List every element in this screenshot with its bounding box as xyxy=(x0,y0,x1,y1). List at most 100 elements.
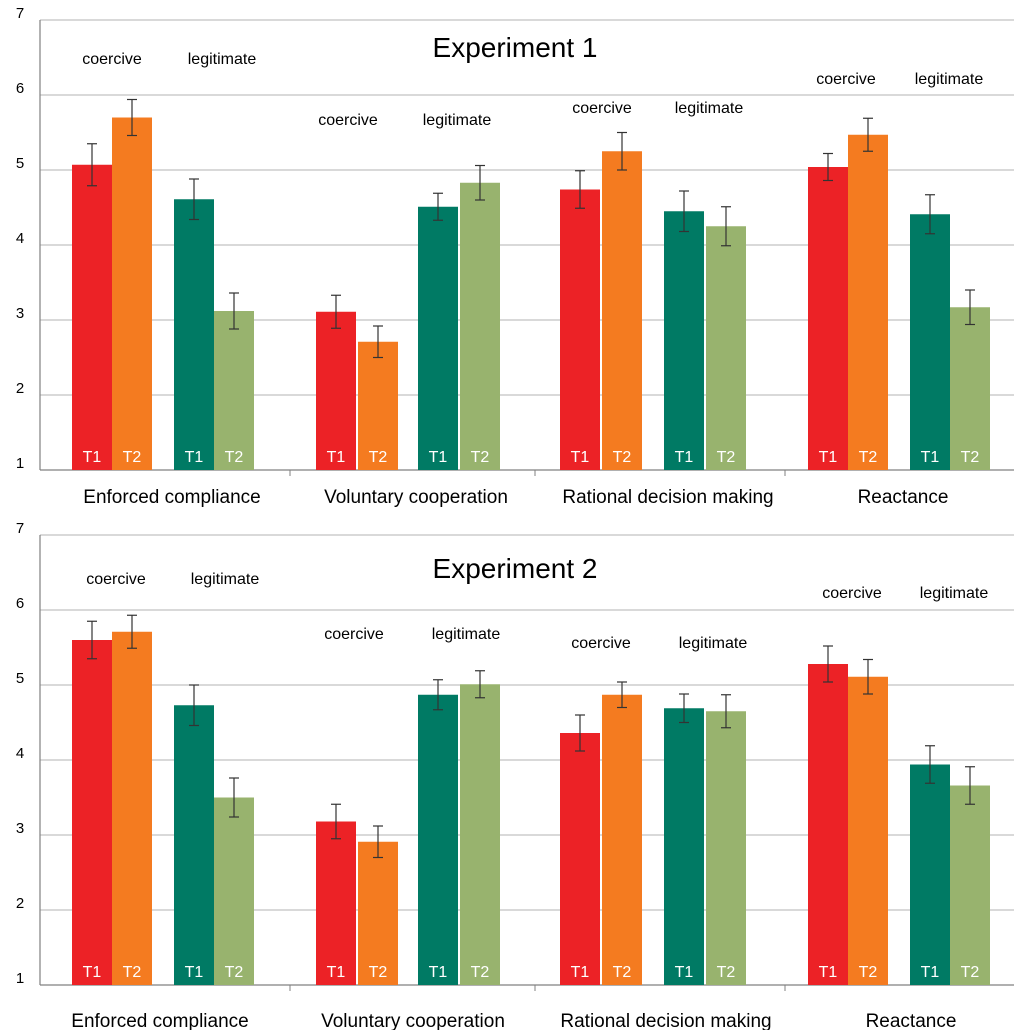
bar-legitimate-t1 xyxy=(910,214,950,470)
bar-time-label: T1 xyxy=(429,449,448,466)
bar-legitimate-t1 xyxy=(174,199,214,470)
y-tick-label: 3 xyxy=(16,820,24,837)
bar-time-label: T1 xyxy=(83,449,102,466)
bar-time-label: T2 xyxy=(369,964,388,981)
bar-coercive-t2 xyxy=(358,841,398,985)
bar-coercive-t2 xyxy=(848,134,888,470)
bar-legitimate-t2 xyxy=(460,182,500,470)
bar-time-label: T1 xyxy=(571,449,590,466)
y-tick-label: 7 xyxy=(16,520,24,537)
y-tick-label: 1 xyxy=(16,970,24,987)
bar-time-label: T1 xyxy=(83,964,102,981)
bar-legitimate-t2 xyxy=(706,711,746,985)
group-label-coercive: coercive xyxy=(822,585,882,602)
bar-time-label: T2 xyxy=(859,449,878,466)
y-tick-label: 4 xyxy=(16,230,24,247)
group-label-legitimate: legitimate xyxy=(915,71,984,88)
group-label-legitimate: legitimate xyxy=(675,100,744,117)
bar-time-label: T2 xyxy=(471,964,490,981)
bar-coercive-t2 xyxy=(602,151,642,470)
category-label: Enforced compliance xyxy=(83,487,260,508)
bar-time-label: T2 xyxy=(123,449,142,466)
bar-time-label: T1 xyxy=(185,964,204,981)
y-tick-label: 5 xyxy=(16,155,24,172)
bar-time-label: T2 xyxy=(961,449,980,466)
y-tick-label: 3 xyxy=(16,305,24,322)
bar-legitimate-t1 xyxy=(910,764,950,985)
bar-coercive-t1 xyxy=(560,189,600,470)
bar-legitimate-t1 xyxy=(664,211,704,470)
bar-time-label: T2 xyxy=(225,964,244,981)
group-label-coercive: coercive xyxy=(86,571,146,588)
group-label-legitimate: legitimate xyxy=(188,51,257,68)
bar-legitimate-t2 xyxy=(950,785,990,985)
y-tick-label: 2 xyxy=(16,895,24,912)
bar-legitimate-t1 xyxy=(418,206,458,470)
bar-coercive-t2 xyxy=(358,341,398,470)
bar-time-label: T1 xyxy=(571,964,590,981)
bar-coercive-t2 xyxy=(602,694,642,985)
group-label-legitimate: legitimate xyxy=(423,112,492,129)
bar-legitimate-t1 xyxy=(174,705,214,985)
bar-time-label: T1 xyxy=(819,449,838,466)
y-tick-label: 7 xyxy=(16,5,24,22)
bar-time-label: T2 xyxy=(123,964,142,981)
bar-time-label: T2 xyxy=(613,449,632,466)
bar-legitimate-t2 xyxy=(214,797,254,985)
bar-time-label: T2 xyxy=(859,964,878,981)
bar-legitimate-t1 xyxy=(418,694,458,985)
bar-time-label: T1 xyxy=(327,964,346,981)
bar-time-label: T1 xyxy=(429,964,448,981)
y-tick-label: 1 xyxy=(16,455,24,472)
category-label: Rational decision making xyxy=(562,487,773,508)
bar-time-label: T1 xyxy=(921,964,940,981)
bar-coercive-t2 xyxy=(112,631,152,985)
category-label: Voluntary cooperation xyxy=(324,487,508,508)
category-label: Reactance xyxy=(858,487,949,508)
bar-time-label: T2 xyxy=(717,964,736,981)
bar-coercive-t1 xyxy=(316,311,356,470)
y-tick-label: 2 xyxy=(16,380,24,397)
bar-coercive-t1 xyxy=(72,640,112,985)
y-tick-label: 6 xyxy=(16,80,24,97)
bar-legitimate-t2 xyxy=(706,226,746,470)
bar-time-label: T1 xyxy=(675,964,694,981)
group-label-coercive: coercive xyxy=(572,100,632,117)
bar-time-label: T1 xyxy=(921,449,940,466)
category-label: Reactance xyxy=(866,1011,957,1030)
bar-time-label: T1 xyxy=(675,449,694,466)
bar-coercive-t1 xyxy=(72,164,112,470)
bar-coercive-t1 xyxy=(316,821,356,985)
group-label-coercive: coercive xyxy=(318,112,378,129)
bar-time-label: T2 xyxy=(961,964,980,981)
bar-time-label: T2 xyxy=(225,449,244,466)
bar-legitimate-t2 xyxy=(214,311,254,470)
bar-time-label: T1 xyxy=(327,449,346,466)
group-label-coercive: coercive xyxy=(816,71,876,88)
bar-coercive-t1 xyxy=(560,733,600,985)
group-label-coercive: coercive xyxy=(82,51,142,68)
bar-coercive-t1 xyxy=(808,664,848,985)
y-tick-label: 6 xyxy=(16,595,24,612)
category-label: Voluntary cooperation xyxy=(321,1011,505,1030)
group-label-coercive: coercive xyxy=(571,635,631,652)
y-tick-label: 5 xyxy=(16,670,24,687)
chart-title: Experiment 2 xyxy=(433,553,598,584)
chart-title: Experiment 1 xyxy=(433,32,598,63)
bar-coercive-t2 xyxy=(848,676,888,985)
group-label-legitimate: legitimate xyxy=(191,571,260,588)
bar-time-label: T2 xyxy=(717,449,736,466)
bar-legitimate-t2 xyxy=(460,684,500,985)
group-label-legitimate: legitimate xyxy=(432,626,501,643)
category-label: Rational decision making xyxy=(560,1011,771,1030)
bar-time-label: T1 xyxy=(185,449,204,466)
bar-coercive-t1 xyxy=(808,167,848,470)
bar-legitimate-t1 xyxy=(664,708,704,985)
y-tick-label: 4 xyxy=(16,745,24,762)
bar-time-label: T2 xyxy=(369,449,388,466)
category-label: Enforced compliance xyxy=(71,1011,248,1030)
group-label-coercive: coercive xyxy=(324,626,384,643)
bar-time-label: T2 xyxy=(613,964,632,981)
chart-experiment-2: 1 2 3 4 5 6 7 Experiment 2 T1 T2 T1 T2 coercive legit… xyxy=(16,520,1014,1030)
group-label-legitimate: legitimate xyxy=(920,585,989,602)
